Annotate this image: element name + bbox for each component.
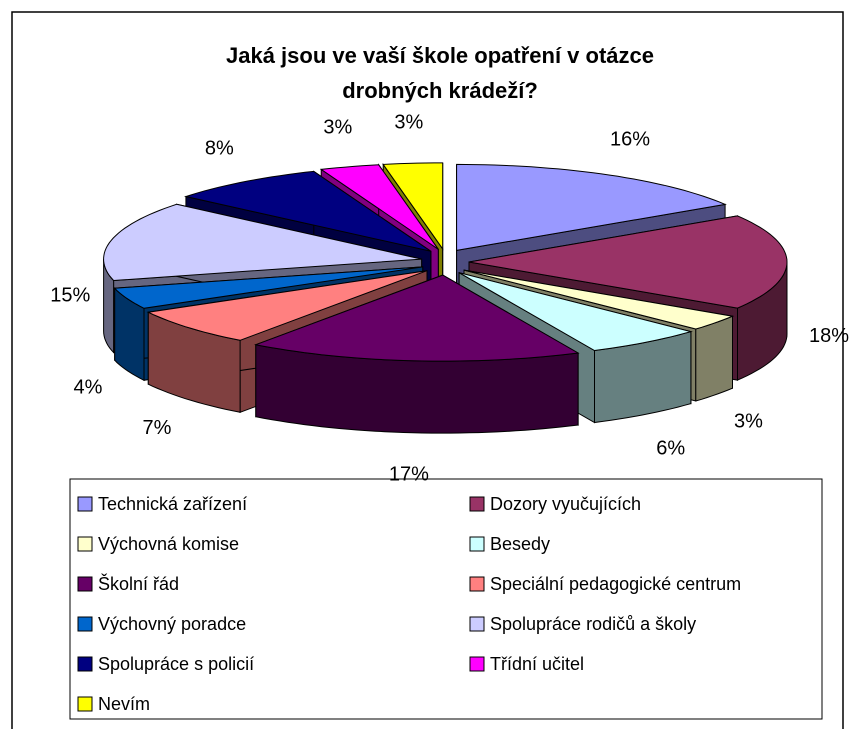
data-label: 7% (143, 417, 172, 439)
legend-swatch (469, 496, 485, 512)
legend-label: Třídní učitel (490, 654, 584, 674)
slice-top (319, 164, 439, 250)
legend-label: Výchovný poradce (98, 614, 246, 634)
legend-label: Speciální pedagogické centrum (490, 574, 741, 594)
slice (253, 274, 580, 434)
legend-box (69, 478, 823, 720)
legend-label: Spolupráce rodičů a školy (490, 614, 696, 634)
slice-top (103, 203, 422, 282)
legend-swatch (469, 576, 485, 592)
legend-label: Spolupráce s policií (98, 654, 254, 674)
legend-swatch (469, 616, 485, 632)
slice-top (253, 274, 580, 362)
labels: 16% 18% 3% 6% 17% 7% 4% 15% 8% 3% 3% (50, 112, 849, 486)
slice-top (183, 170, 432, 252)
legend-swatch (469, 536, 485, 552)
data-label: 3% (323, 117, 352, 139)
data-label: 15% (50, 285, 90, 307)
data-label: 17% (389, 464, 429, 486)
legend-swatch (77, 656, 93, 672)
legend-swatch (77, 576, 93, 592)
frame (11, 11, 844, 729)
legend-label: Školní řád (98, 573, 179, 594)
data-label: 6% (656, 438, 685, 460)
slice-top (382, 162, 444, 251)
data-label: 18% (809, 325, 849, 347)
data-label: 16% (610, 128, 650, 150)
slice-top (146, 270, 428, 341)
legend-label: Technická zařízení (98, 494, 247, 514)
legend-label: Výchovná komise (98, 534, 239, 554)
legend-label: Besedy (490, 534, 550, 554)
slice-top (113, 266, 423, 309)
legend-swatch (77, 696, 93, 712)
slice-top (463, 269, 735, 330)
legend-swatch (77, 536, 93, 552)
chart-subtitle: drobných krádeží? (342, 78, 538, 103)
legend-swatch (77, 496, 93, 512)
legend-label: Dozory vyučujících (490, 494, 641, 514)
legend-swatch (77, 616, 93, 632)
legend: Technická zařízení Dozory vyučujících Vých… (77, 494, 741, 714)
slice-top (456, 163, 727, 251)
data-label: 8% (205, 138, 234, 160)
data-label: 3% (394, 112, 423, 134)
slice-top (458, 272, 693, 352)
data-label: 4% (74, 376, 103, 398)
legend-label: Nevím (98, 694, 150, 714)
chart-title: Jaká jsou ve vaší škole opatření v otázc… (226, 43, 654, 68)
slice-side (695, 315, 733, 402)
legend-swatch (469, 656, 485, 672)
pie (103, 162, 788, 434)
slice-top (468, 215, 788, 309)
data-label: 3% (734, 410, 763, 432)
